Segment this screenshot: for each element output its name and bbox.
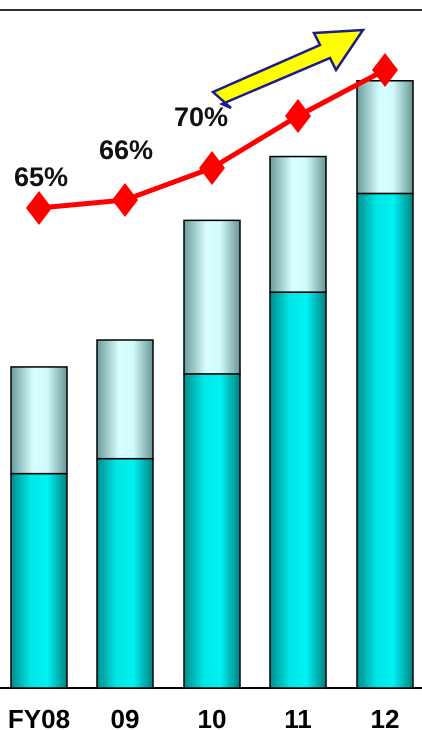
line-marker-5	[372, 53, 398, 87]
bar-segment-1-3	[183, 373, 241, 689]
data-label-1: 65%	[14, 162, 68, 192]
bar-segment-1-4	[269, 291, 327, 689]
line-marker-1	[26, 191, 52, 225]
data-label-2: 66%	[99, 135, 153, 165]
line-series-group	[26, 53, 398, 225]
line-marker-3	[199, 151, 225, 185]
line-marker-4	[285, 99, 311, 133]
x-tick-label-3: 10	[198, 704, 227, 730]
trend-arrow	[210, 28, 366, 110]
x-tick-label-5: 12	[371, 704, 400, 730]
bar-segment-1-5	[356, 192, 414, 689]
bar-segment-2-4	[269, 155, 327, 293]
bar-segment-2-1	[10, 366, 68, 475]
trend-arrow-shape	[210, 28, 366, 110]
x-tick-label-4: 11	[284, 704, 312, 730]
percentage-line	[38, 67, 387, 211]
x-tick-label-1: FY08	[8, 704, 70, 730]
bar-segment-1-2	[96, 457, 154, 689]
line-marker-2	[112, 183, 138, 217]
bar-segment-2-5	[356, 80, 414, 195]
bar-segment-2-3	[183, 219, 241, 375]
x-tick-label-2: 09	[111, 704, 140, 730]
label-group: FY08 09 10 11 12 65% 66% 70%	[8, 102, 400, 730]
bar-segment-1-1	[10, 472, 68, 689]
bar-segment-2-2	[96, 339, 154, 460]
bar-group	[10, 80, 414, 689]
data-label-3: 70%	[174, 102, 228, 132]
